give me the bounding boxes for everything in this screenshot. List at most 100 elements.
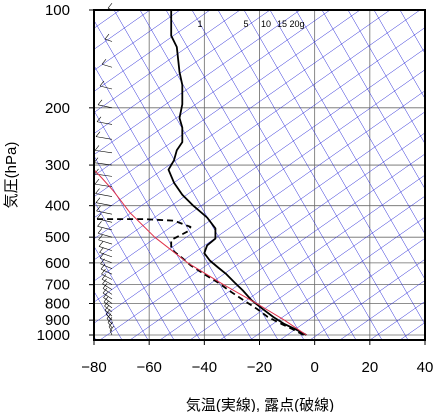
y-tick-label: 300 (45, 157, 70, 174)
y-tick-label: 100 (45, 2, 70, 19)
wind-barb-flag (107, 317, 113, 323)
dry-adiabat-line-4 (94, 10, 211, 92)
wind-barb-flag (94, 145, 100, 151)
dry-adiabat-line-21 (249, 216, 425, 340)
wind-barb-shaft (96, 121, 113, 125)
wind-barb-shaft (98, 239, 113, 245)
wind-barb-flag (97, 99, 103, 106)
wind-barb-2 (107, 317, 113, 328)
dry-adiabat-line-22 (279, 237, 425, 340)
wind-barb-flag (104, 33, 110, 40)
x-tick-label: −20 (247, 359, 272, 376)
wind-barb-11 (102, 278, 113, 290)
wind-barb-shaft (101, 63, 113, 68)
wind-barb-flag (107, 3, 113, 9)
wind-barb-flag (102, 278, 107, 285)
wind-barb-33 (99, 80, 113, 90)
dry-adiabat-line-11 (94, 10, 421, 240)
x-tick-label: −40 (192, 359, 217, 376)
wind-barb-32 (97, 99, 113, 109)
y-tick-label: 1000 (37, 327, 70, 344)
dry-adiabat-line-10 (94, 10, 391, 219)
wind-barb-shaft (96, 210, 113, 215)
dry-adiabat-line-5 (94, 10, 241, 113)
wind-barb-35 (104, 33, 113, 42)
wind-barb-shaft (97, 226, 113, 231)
wind-barb-shaft (109, 330, 113, 336)
moist-adiabat-line-26 (426, 10, 435, 340)
wind-barb-shaft (101, 273, 113, 280)
wind-barb-shaft (107, 322, 113, 328)
wind-barb-shaft (102, 288, 113, 295)
wind-barb-31 (96, 116, 113, 125)
wind-barb-23 (96, 205, 113, 215)
y-tick-label: 500 (45, 229, 70, 246)
wind-barb-shaft (101, 278, 113, 285)
wind-barb-9 (102, 287, 113, 300)
wind-barb-shaft (94, 173, 113, 177)
wind-barb-17 (99, 247, 113, 258)
x-tick-label: 0 (310, 359, 318, 376)
wind-barb-shaft (104, 38, 113, 42)
moist-adiabat-line-17 (191, 10, 383, 340)
mixing-ratio-label: 15 (277, 19, 287, 29)
moist-adiabat-line-10 (94, 155, 201, 340)
dry-adiabat-line-16 (99, 111, 425, 340)
dry-adiabat-line-13 (94, 48, 425, 282)
temperature-line (167, 10, 307, 336)
y-tick-label: 200 (45, 100, 70, 117)
mixing-ratio-label: 5 (243, 19, 248, 29)
wind-barb-flag (98, 241, 104, 247)
moist-adiabat-line-21 (295, 10, 425, 235)
wind-barb-flag (102, 287, 108, 294)
wind-barb-19 (98, 234, 113, 245)
wind-barb-shaft (104, 309, 113, 317)
wind-barb-shaft (102, 283, 113, 290)
wind-barb-shaft (97, 104, 113, 109)
wind-barb-shaft (97, 232, 113, 238)
moist-adiabat-line-8 (94, 245, 149, 340)
wind-barb-12 (101, 274, 113, 285)
wind-barb-18 (98, 241, 113, 251)
wind-barb-flag (94, 178, 100, 185)
wind-barb-flag (95, 131, 101, 137)
wind-barb-shaft (108, 326, 113, 332)
wind-barb-flag (96, 116, 102, 122)
wind-barb-shaft (103, 301, 113, 309)
dry-adiabat-line-12 (94, 27, 425, 261)
wind-barb-flag (94, 168, 99, 175)
wind-barb-shaft (93, 162, 113, 166)
moist-adiabat-line-15 (139, 10, 331, 340)
moist-adiabat-line-11 (94, 110, 227, 340)
moist-adiabat-line-16 (165, 10, 357, 340)
x-tick-label: −60 (136, 359, 161, 376)
wind-barb-flag (98, 234, 103, 241)
x-tick-label: −80 (81, 359, 106, 376)
wind-barb-10 (102, 283, 113, 295)
x-axis-title: 気温(実線), 露点(破線) (186, 397, 334, 412)
wind-barb-0 (109, 325, 115, 336)
series-layer (94, 10, 307, 336)
wind-barb-20 (97, 228, 113, 238)
wind-barb-flag (101, 268, 106, 275)
dry-adiabat-line-23 (309, 258, 425, 340)
y-axis-title: 気圧(hPa) (3, 142, 20, 209)
wind-barb-flag (108, 321, 114, 327)
moist-adiabat-line-22 (321, 10, 425, 190)
wind-barb-shaft (99, 252, 113, 258)
wind-barb-flag (95, 197, 101, 203)
dry-adiabat-line-24 (339, 280, 425, 340)
wind-barb-shaft (95, 136, 113, 140)
moist-adiabat-line-9 (94, 200, 175, 340)
moist-adiabat-line-24 (373, 10, 425, 100)
dry-adiabat-line-3 (94, 10, 181, 71)
moist-adiabat-line-23 (347, 10, 425, 145)
wind-barb-flag (104, 304, 110, 311)
wind-barb-shaft (99, 85, 113, 90)
wind-barb-flag (97, 221, 102, 227)
moist-adiabat-line-20 (269, 10, 425, 280)
x-tick-label: 40 (417, 359, 434, 376)
x-tick-layer: −80 −60 −40 −20 0 20 40 (81, 340, 433, 376)
wind-barb-shaft (105, 313, 113, 321)
